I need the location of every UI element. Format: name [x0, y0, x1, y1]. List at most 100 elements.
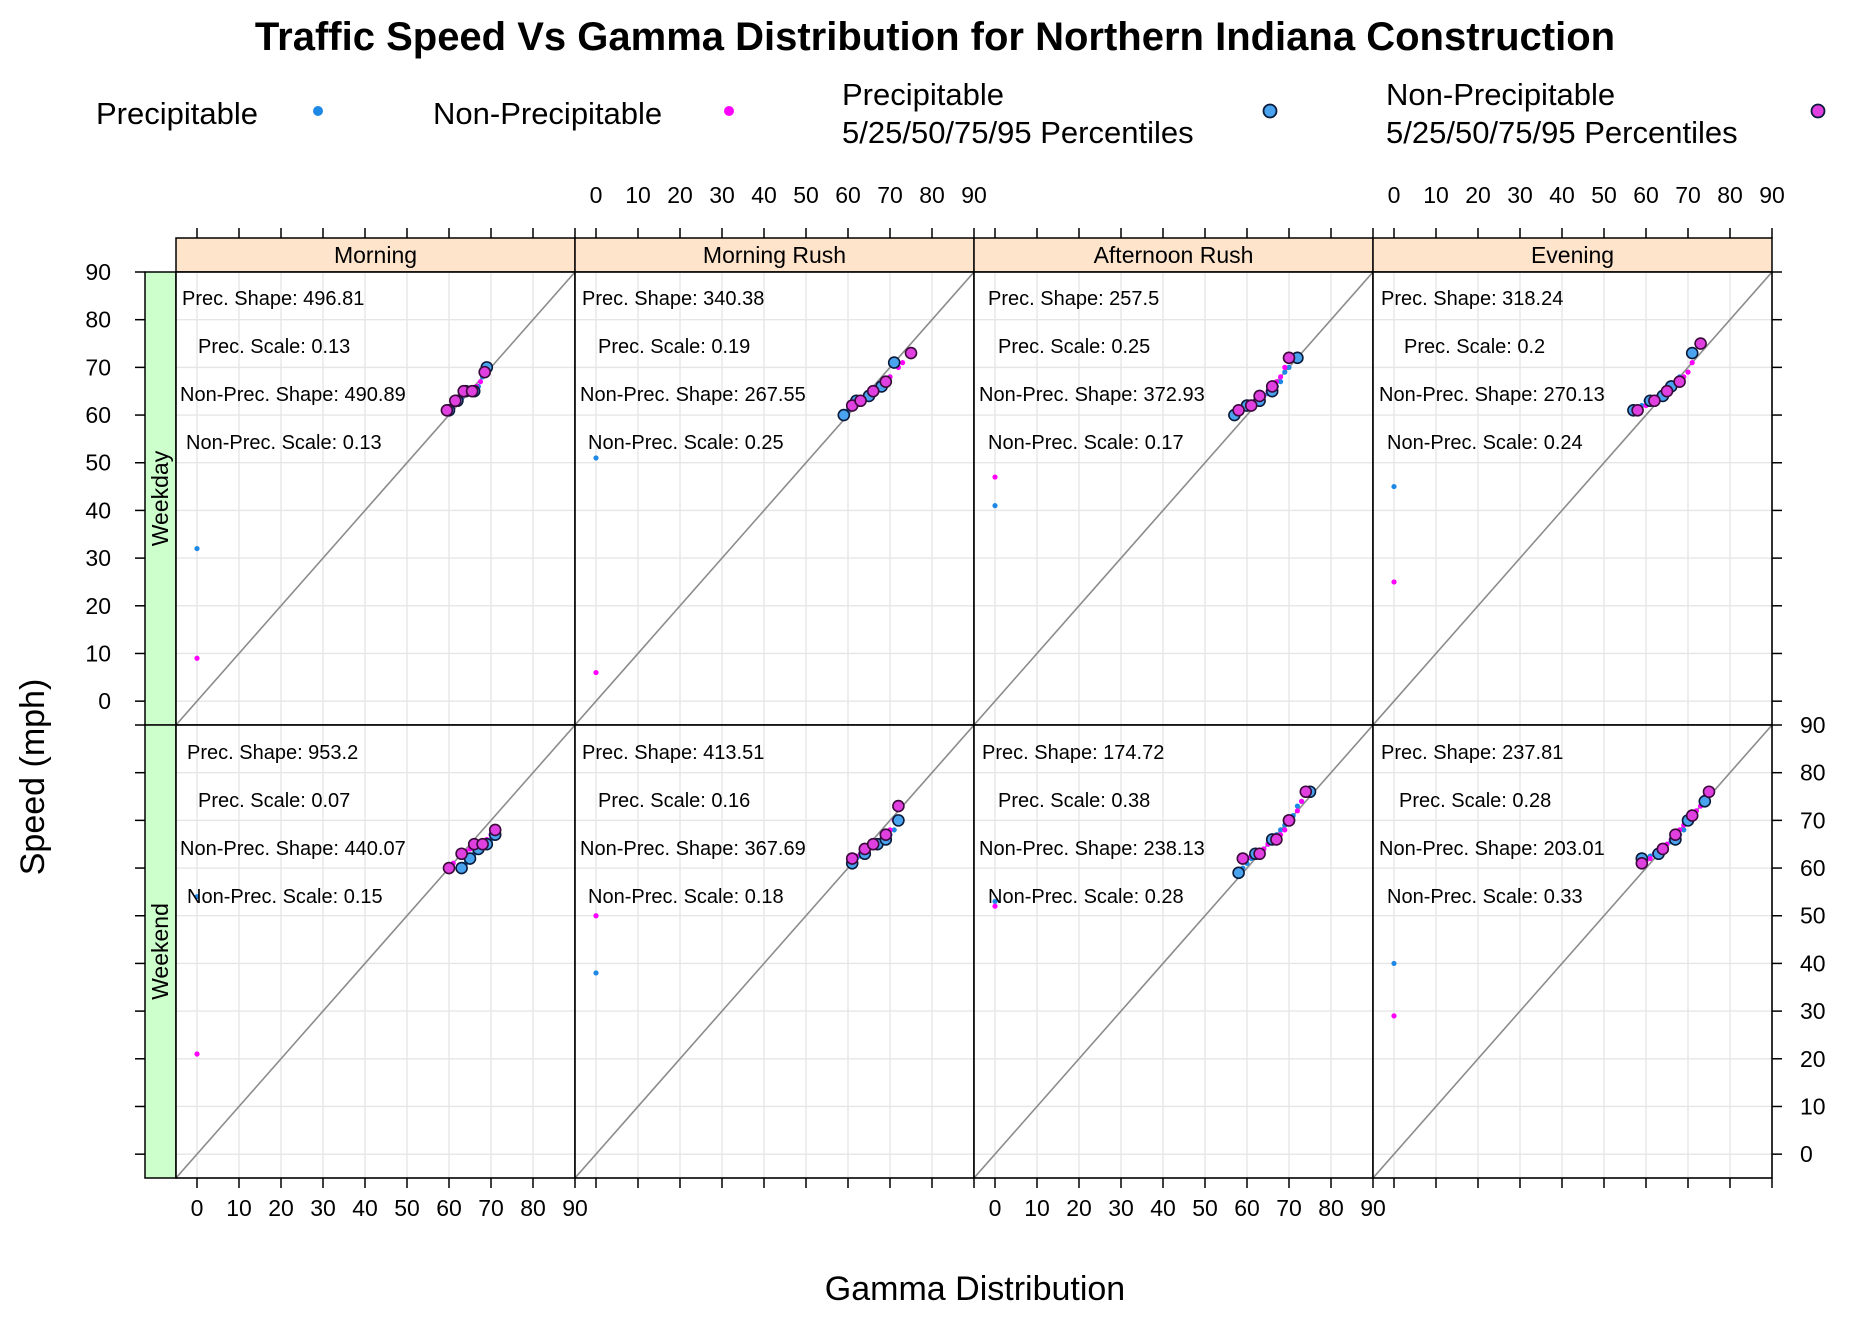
panel-annotation: Non-Prec. Shape: 238.13 [979, 838, 1205, 860]
y-tick-label: 10 [1800, 1093, 1826, 1119]
panel-annotation: Prec. Scale: 0.13 [198, 336, 350, 358]
x-tick-label: 90 [961, 182, 987, 208]
x-tick-label: 60 [436, 1195, 462, 1221]
nonprec-percentile-point [879, 828, 893, 841]
prec-outlier-point [194, 545, 200, 552]
x-tick-label: 20 [1465, 182, 1491, 208]
x-tick-label: 90 [1759, 182, 1785, 208]
prec-percentile-point [455, 861, 468, 875]
panel-plot-area [575, 272, 974, 725]
prec-point [1294, 803, 1300, 809]
legend-label: Precipitable [842, 77, 1004, 112]
prec-percentile-point [887, 356, 901, 369]
x-tick-label: 80 [919, 182, 945, 208]
prec-outlier-point [593, 970, 599, 976]
nonprec-percentile-point [442, 861, 456, 875]
y-tick-label: 30 [1800, 998, 1826, 1024]
x-tick-label: 50 [1591, 182, 1617, 208]
panel: Prec. Shape: 340.38 Prec. Scale: 0.19 Non-… [574, 271, 975, 726]
panel: Prec. Shape: 237.81 Prec. Scale: 0.28 Non-… [1372, 724, 1773, 1179]
x-tick-label: 30 [1108, 1195, 1134, 1221]
nonprec-percentile-point [1282, 814, 1296, 827]
nonprec-percentile-point [1702, 785, 1716, 799]
x-tick-label: 40 [751, 182, 777, 208]
prec-outlier-point [194, 894, 200, 900]
prec-point [1681, 827, 1687, 833]
nonprec-outlier-point [992, 903, 998, 909]
nonprec-outlier-point [1391, 1013, 1397, 1019]
row-strip-label: Weekday [147, 450, 173, 546]
nonprec-point [477, 379, 484, 385]
nonprec-percentile-point [1270, 833, 1283, 846]
x-tick-label: 30 [1507, 182, 1533, 208]
prec-percentile-point [1685, 346, 1699, 360]
nonprec-percentile-point [1631, 403, 1644, 417]
x-tick-label: 70 [877, 182, 903, 208]
panel-annotation: Prec. Scale: 0.16 [598, 790, 750, 812]
chart-title: Traffic Speed Vs Gamma Distribution for … [255, 15, 1615, 59]
x-tick-label: 0 [191, 1195, 204, 1221]
nonprec-outlier-point [1391, 579, 1397, 585]
panel-annotation: Prec. Shape: 318.24 [1381, 288, 1563, 310]
panels: Morning Morning Rush Afternoon Rush Evening… [144, 237, 1773, 1179]
reference-line [1373, 272, 1772, 725]
x-tick-label: 90 [1360, 1195, 1386, 1221]
nonprec-percentile-point [904, 346, 918, 360]
column-strip-label: Afternoon Rush [1094, 242, 1254, 268]
nonprec-percentile-point [1685, 809, 1699, 822]
nonprec-percentile-point [1232, 403, 1245, 417]
panel-plot-area [176, 272, 575, 725]
column-strip-label: Morning Rush [703, 242, 846, 268]
nonprec-percentile-point [854, 394, 867, 408]
nonprec-percentile-point [879, 375, 893, 388]
x-tick-label: 10 [226, 1195, 252, 1221]
panel-annotation: Prec. Scale: 0.28 [1399, 790, 1551, 812]
reference-line [974, 272, 1373, 725]
panel-annotation: Non-Prec. Scale: 0.15 [187, 886, 383, 908]
panel-annotation: Prec. Scale: 0.38 [998, 790, 1150, 812]
nonprec-point [1282, 827, 1288, 833]
nonprec-percentile-point [1253, 389, 1266, 403]
reference-line [575, 272, 974, 725]
nonprec-point [1647, 855, 1653, 862]
panel-annotation: Non-Prec. Shape: 267.55 [580, 384, 806, 406]
prec-outlier-point [992, 503, 998, 509]
nonprec-percentile-point [440, 403, 454, 417]
panel-annotation: Non-Prec. Scale: 0.25 [588, 432, 784, 454]
panel-border [1372, 724, 1773, 1179]
y-tick-label: 80 [85, 307, 111, 333]
row-strip-label: Weekend [147, 903, 173, 1000]
nonprec-outlier-point [194, 1051, 200, 1057]
column-strip [574, 237, 975, 273]
panel-annotation: Prec. Shape: 340.38 [582, 288, 764, 310]
nonprec-percentile-point [1660, 384, 1674, 398]
panel: Prec. Shape: 413.51 Prec. Scale: 0.16 Non-… [574, 724, 975, 1179]
x-tick-label: 0 [1388, 182, 1401, 208]
y-tick-label: 50 [85, 450, 111, 476]
nonprec-point [900, 360, 906, 366]
reference-line [176, 725, 575, 1178]
nonprec-outlier-point [194, 655, 200, 661]
y-tick-label: 60 [1800, 855, 1826, 881]
prec-point [1278, 379, 1284, 385]
panel-annotation: Non-Prec. Shape: 372.93 [979, 384, 1205, 406]
panel: Prec. Shape: 953.2 Prec. Scale: 0.07 Non-P… [175, 724, 576, 1179]
panel-annotation: Prec. Shape: 953.2 [187, 742, 358, 764]
panel-annotation: Prec. Scale: 0.2 [1404, 336, 1545, 358]
nonprec-percentile-point [866, 384, 880, 398]
panel-plot-area [176, 725, 575, 1178]
x-tick-label: 20 [667, 182, 693, 208]
nonprec-point [1278, 374, 1284, 380]
prec-point [1282, 369, 1288, 375]
legend-label: Non-Precipitable [1386, 77, 1615, 112]
nonprec-percentile-point [1669, 828, 1682, 841]
legend-item: Non-Precipitable [433, 96, 734, 131]
nonprec-percentile-point [488, 823, 502, 837]
prec-outlier-point [593, 455, 599, 461]
y-axis-label: Speed (mph) [14, 679, 52, 876]
nonprec-percentile-point [478, 365, 492, 379]
panel-plot-area [974, 725, 1373, 1178]
axes: 0 10 20 30 40 50 60 70 80 900 10 20 30 40 50 60 70 80 900 1… [85, 182, 1825, 1221]
prec-percentile-point [1232, 866, 1245, 880]
prec-point [891, 827, 897, 833]
